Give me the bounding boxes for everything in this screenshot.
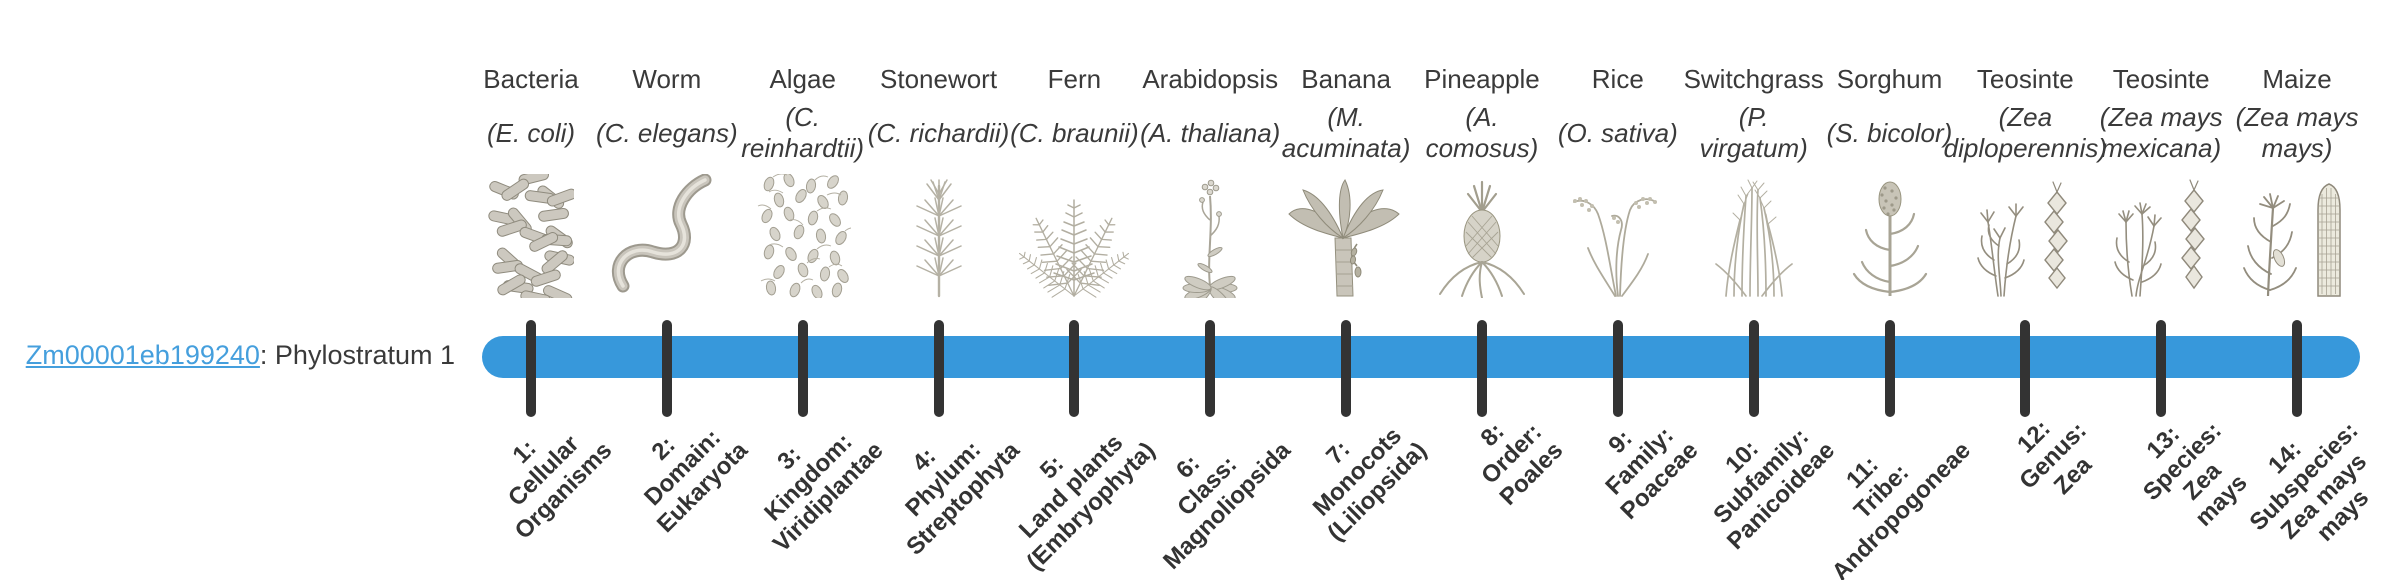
fern-illustration	[1004, 170, 1144, 298]
gene-label: Zm00001eb199240: Phylostratum 1	[26, 340, 455, 371]
phylostratum-label: 8: Order: Poales	[1475, 417, 1568, 511]
timeline-tick	[1884, 320, 1895, 417]
organism-scientific-name: (Zea diploperennis)	[1943, 102, 2107, 163]
phylostratum-label: 1: Cellular Organisms	[502, 430, 617, 545]
timeline-tick	[2292, 320, 2303, 417]
gene-id-link[interactable]: Zm00001eb199240	[25, 340, 260, 370]
maize-illustration	[2227, 170, 2367, 298]
organism-common-name: Worm	[632, 64, 702, 94]
teosinte-diploperennis-illustration	[1955, 170, 2095, 298]
timeline-tick	[2020, 320, 2031, 417]
timeline-tick	[797, 320, 808, 417]
phylostratum-label: 12: Genus: Zea	[2011, 414, 2097, 500]
pineapple-illustration	[1412, 170, 1552, 298]
phylostratum-label: 13: Species: Zea mays	[2138, 417, 2254, 532]
algae-illustration	[733, 170, 873, 298]
organism-common-name: Stonewort	[880, 64, 998, 94]
timeline-tick	[1476, 320, 1487, 417]
organism-scientific-name: (Zea mays mexicana)	[2099, 102, 2223, 163]
organism-common-name: Sorghum	[1836, 64, 1943, 94]
organism-scientific-name: (P. virgatum)	[1699, 102, 1808, 163]
timeline-tick	[661, 320, 672, 417]
stonewort-illustration	[869, 170, 1009, 298]
phylostratum-label: 6: Class: Magnoliopsida	[1158, 436, 1297, 575]
phylostratum-label: 2: Domain: Eukaryota	[639, 424, 753, 538]
organism-common-name: Banana	[1301, 64, 1391, 94]
organism-scientific-name: (C. richardii)	[867, 117, 1010, 148]
timeline-tick	[2156, 320, 2167, 417]
organism-scientific-name: (C. elegans)	[596, 117, 738, 148]
phylostratum-label: 9: Family: Poaceae	[1600, 422, 1704, 525]
timeline-tick	[1341, 320, 1352, 417]
arabidopsis-illustration	[1140, 170, 1280, 298]
timeline-tick	[1748, 320, 1759, 417]
organism-common-name: Switchgrass	[1683, 64, 1824, 94]
phylostratum-bar	[482, 336, 2360, 378]
organism-common-name: Rice	[1591, 64, 1644, 94]
organism-scientific-name: (E. coli)	[486, 117, 576, 148]
phylostratum-label: 7: Monocots (Liliopsida)	[1308, 422, 1432, 547]
phylostratum-label: 3: Kingdom: Viridiplantae	[759, 428, 889, 558]
organism-scientific-name: (M. acuminata)	[1281, 102, 1411, 163]
organism-scientific-name: (Zea mays mays)	[2235, 102, 2359, 163]
organism-common-name: Maize	[2262, 64, 2332, 94]
organism-scientific-name: (S. bicolor)	[1826, 117, 1953, 148]
phylostratum-label: 14: Subspecies: Zea mays mays	[2244, 417, 2374, 547]
organism-common-name: Arabidopsis	[1142, 64, 1279, 94]
organism-common-name: Bacteria	[483, 64, 579, 94]
timeline-tick	[933, 320, 944, 417]
organism-scientific-name: (C. reinhardtii)	[741, 102, 865, 163]
sorghum-illustration	[1820, 170, 1960, 298]
worm-illustration	[597, 170, 737, 298]
teosinte-mexicana-illustration	[2091, 170, 2231, 298]
organism-common-name: Algae	[769, 64, 836, 94]
organism-scientific-name: (C. braunii)	[1010, 117, 1139, 148]
organism-scientific-name: (O. sativa)	[1557, 117, 1678, 148]
organism-scientific-name: (A. comosus)	[1425, 102, 1539, 163]
organism-common-name: Pineapple	[1424, 64, 1540, 94]
switchgrass-illustration	[1684, 170, 1824, 298]
timeline-tick	[526, 320, 536, 417]
bacteria-illustration	[461, 170, 601, 298]
organism-common-name: Teosinte	[1976, 64, 2074, 94]
organism-scientific-name: (A. thaliana)	[1140, 117, 1281, 148]
organism-common-name: Teosinte	[2112, 64, 2210, 94]
rice-illustration	[1548, 170, 1688, 298]
phylostratum-text: : Phylostratum 1	[259, 340, 455, 370]
timeline-tick	[1205, 320, 1216, 417]
timeline-tick	[1069, 320, 1080, 417]
phylostratum-label: 11: Tribe: Andropogoneae	[1826, 436, 1976, 580]
phylostratum-label: 5: Land plants (Embryophyta)	[1014, 429, 1161, 576]
banana-illustration	[1276, 170, 1416, 298]
organism-common-name: Fern	[1047, 64, 1102, 94]
timeline-tick	[1612, 320, 1623, 417]
